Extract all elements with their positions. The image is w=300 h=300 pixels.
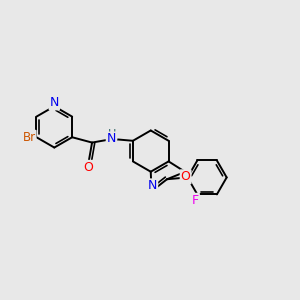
Text: O: O bbox=[181, 170, 190, 183]
Text: Br: Br bbox=[22, 131, 36, 144]
Text: N: N bbox=[50, 96, 59, 110]
Text: N: N bbox=[148, 179, 157, 192]
Text: O: O bbox=[83, 161, 93, 174]
Text: F: F bbox=[192, 194, 199, 207]
Text: H: H bbox=[108, 129, 116, 139]
Text: N: N bbox=[107, 133, 116, 146]
